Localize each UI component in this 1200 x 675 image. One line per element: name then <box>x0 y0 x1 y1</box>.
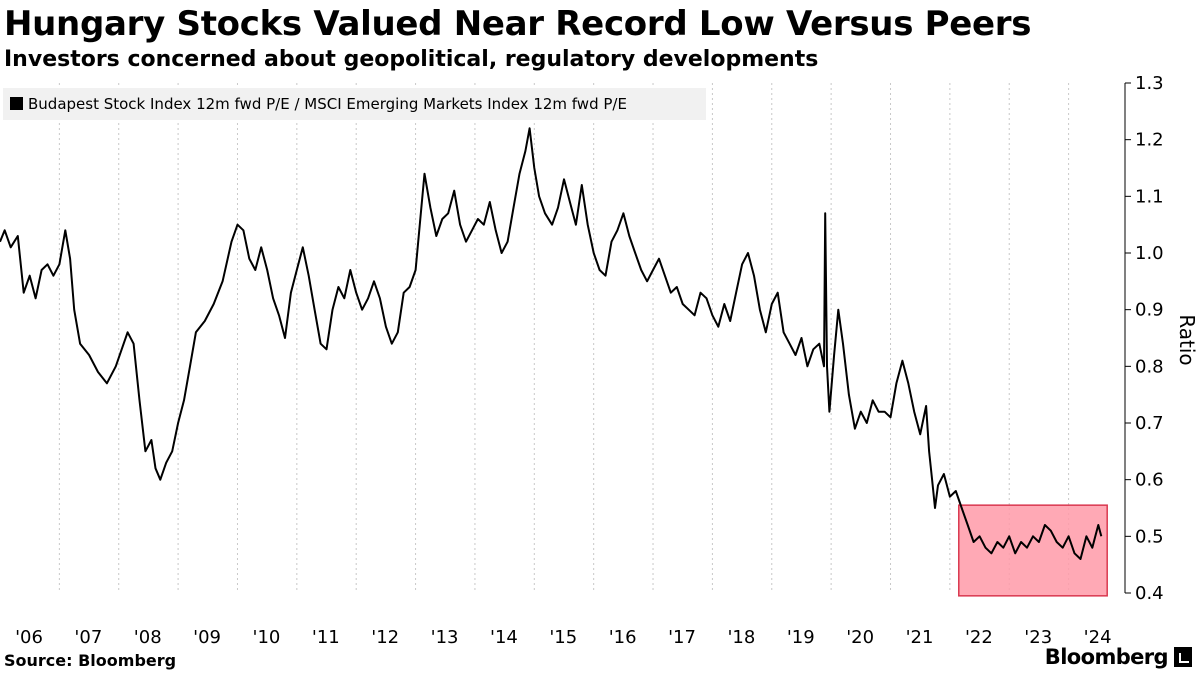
x-tick-label: '09 <box>193 627 221 648</box>
x-tick-label: '20 <box>846 627 874 648</box>
y-tick-label: 0.5 <box>1135 526 1164 547</box>
x-tick-label: '10 <box>253 627 281 648</box>
x-tick-label: '21 <box>906 627 934 648</box>
series-layer <box>0 127 1103 560</box>
chart-title: Hungary Stocks Valued Near Record Low Ve… <box>4 4 1032 44</box>
gridlines <box>58 83 1070 593</box>
y-tick-label: 0.4 <box>1135 583 1164 604</box>
y-tick-label: 0.8 <box>1135 356 1164 377</box>
x-tick-label: '16 <box>609 627 637 648</box>
y-tick-label: 1.3 <box>1135 73 1164 94</box>
series-line <box>0 127 1103 560</box>
y-axis-title: Ratio <box>1175 314 1199 365</box>
legend-swatch <box>10 97 23 110</box>
x-tick-label: '22 <box>965 627 993 648</box>
brand-name: Bloomberg <box>1044 645 1169 669</box>
x-tick-label: '24 <box>1084 627 1112 648</box>
y-tick-label: 1.0 <box>1135 243 1164 264</box>
x-tick-label: '19 <box>787 627 815 648</box>
brand-logo: Bloomberg <box>1045 645 1192 669</box>
highlight-region <box>958 504 1108 597</box>
x-tick-label: '18 <box>727 627 755 648</box>
y-tick-label: 1.2 <box>1135 130 1164 151</box>
x-tick-label: '12 <box>371 627 399 648</box>
x-tick-label: '14 <box>490 627 518 648</box>
highlight-box <box>958 504 1108 597</box>
x-tick-label: '17 <box>668 627 696 648</box>
source-note: Source: Bloomberg <box>4 651 177 670</box>
y-tick-label: 0.7 <box>1135 413 1164 434</box>
chart-subtitle: Investors concerned about geopolitical, … <box>4 47 819 72</box>
x-tick-label: '15 <box>549 627 577 648</box>
legend: Budapest Stock Index 12m fwd P/E / MSCI … <box>3 88 706 120</box>
legend-background <box>3 88 706 120</box>
x-tick-label: '23 <box>1024 627 1052 648</box>
y-tick-label: 0.9 <box>1135 300 1164 321</box>
brand-chart-icon <box>1174 647 1192 667</box>
x-tick-label: '13 <box>431 627 459 648</box>
y-tick-label: 0.6 <box>1135 470 1164 491</box>
axes: '06 '07 '08 '09 '10 '11 '12 '13 '14 '15 '16 '17 '18 '… <box>15 73 1199 648</box>
x-tick-label: '08 <box>134 627 162 648</box>
y-tick-label: 1.1 <box>1135 186 1164 207</box>
legend-label: Budapest Stock Index 12m fwd P/E / MSCI … <box>28 95 627 113</box>
x-tick-label: '07 <box>74 627 102 648</box>
x-tick-label: '06 <box>15 627 43 648</box>
x-tick-label: '11 <box>312 627 340 648</box>
